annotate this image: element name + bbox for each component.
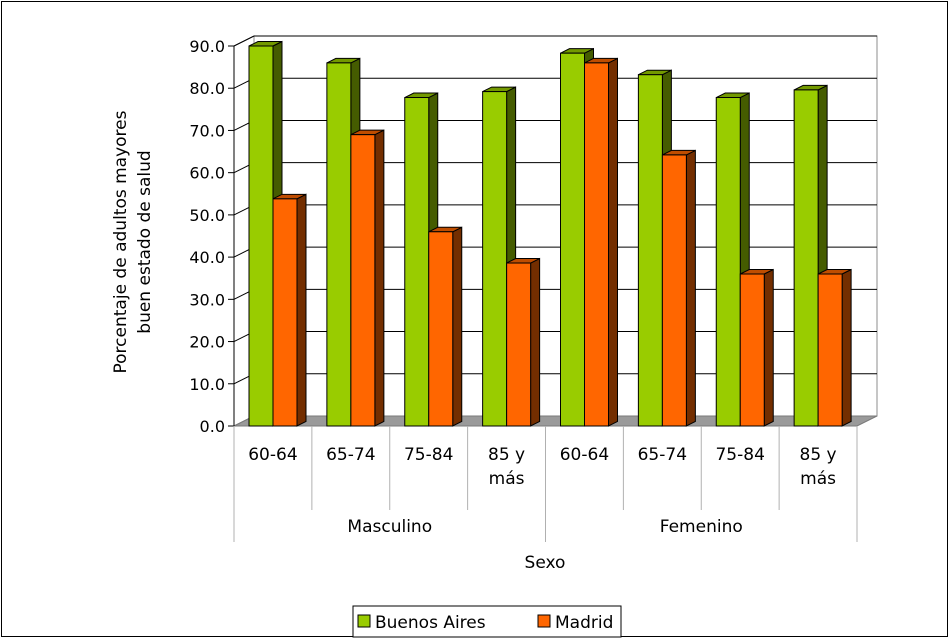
x-group-label: Masculino (347, 517, 432, 537)
x-tick-label: más (489, 469, 525, 489)
y-tick-label: 40.0 (189, 248, 225, 267)
bar-front (248, 45, 274, 427)
legend-label: Madrid (555, 613, 613, 633)
bar-madrid (428, 226, 463, 427)
legend-box (352, 605, 622, 638)
legend-label: Buenos Aires (375, 613, 486, 633)
bar-madrid (584, 57, 618, 427)
y-tick-label: 20.0 (189, 333, 225, 352)
x-tick-label: 75-84 (404, 445, 453, 465)
y-tick-label: 30.0 (189, 290, 225, 309)
bar-front (584, 62, 609, 427)
bar-front (793, 89, 819, 427)
bar-front (482, 91, 508, 427)
y-tick-label: 70.0 (189, 121, 225, 140)
bar-side (685, 149, 696, 427)
bar-side (296, 193, 307, 427)
bar-front (715, 97, 741, 427)
legend-swatch (537, 614, 551, 628)
x-tick-label: 60-64 (560, 445, 609, 465)
y-tick-label: 80.0 (189, 79, 225, 98)
y-tick-label: 50.0 (189, 206, 225, 225)
y-tick-label: 10.0 (189, 375, 225, 394)
bar-side (530, 257, 541, 427)
bar-side (608, 57, 618, 427)
bar-front (404, 97, 430, 427)
x-tick-label: 85 y (800, 445, 837, 465)
bar-front (817, 273, 843, 427)
x-tick-label: 75-84 (715, 445, 764, 465)
bar-madrid (506, 257, 541, 427)
x-tick-label: 85 y (488, 445, 525, 465)
legend-swatch (357, 614, 371, 628)
y-tick-label: 0.0 (200, 417, 225, 436)
bar-side (374, 129, 385, 427)
x-tick-label: 60-64 (248, 445, 297, 465)
bar-side (841, 268, 852, 427)
bar-front (637, 74, 663, 427)
bar-side (452, 226, 463, 427)
bar-madrid (817, 268, 852, 427)
bar-madrid (350, 129, 385, 427)
y-axis-title: buen estado de salud (135, 150, 155, 333)
gridline-side (233, 35, 255, 47)
bar-front (272, 198, 298, 427)
bar-front (661, 154, 687, 427)
bar-front (428, 231, 454, 427)
bar-front (506, 262, 532, 427)
x-group-label: Femenino (660, 517, 743, 537)
x-tick-label: 65-74 (326, 445, 375, 465)
bar-front (739, 273, 765, 427)
bar-front (326, 62, 352, 427)
y-tick-label: 90.0 (189, 37, 225, 56)
bar-madrid (739, 268, 774, 427)
bar-madrid (661, 149, 696, 427)
y-axis-title: Porcentaje de adultos mayores (111, 110, 131, 373)
x-tick-label: 65-74 (638, 445, 687, 465)
bar-front (350, 134, 376, 427)
x-axis-title: Sexo (525, 553, 566, 573)
y-tick-label: 60.0 (189, 164, 225, 183)
bar-front (560, 52, 585, 427)
bar-madrid (272, 193, 307, 427)
bar-side (763, 268, 774, 427)
x-tick-label: más (800, 469, 836, 489)
